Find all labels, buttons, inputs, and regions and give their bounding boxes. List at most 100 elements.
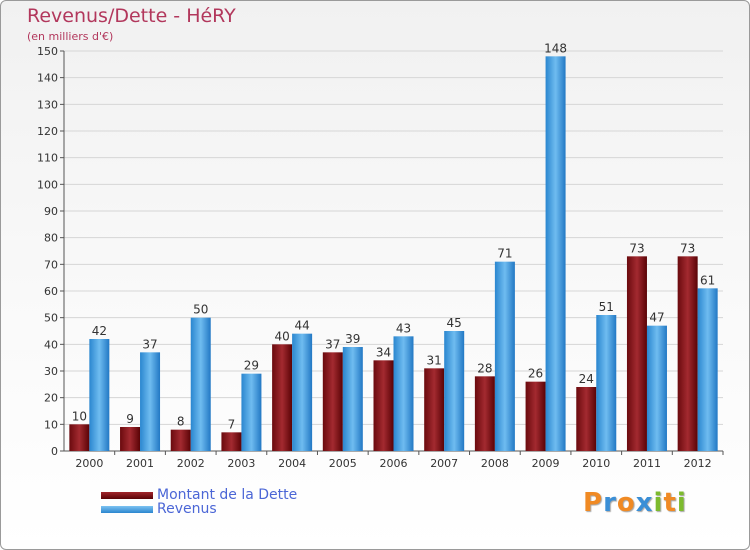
x-tick-label-2011: 2011 — [633, 457, 661, 470]
bar-revenus-2000 — [89, 339, 110, 451]
bar-dette-2008 — [474, 376, 495, 451]
value-label-dette-2007: 31 — [427, 353, 442, 367]
bar-revenus-2002 — [190, 317, 211, 451]
value-label-dette-2010: 24 — [579, 372, 594, 386]
y-tick-label-100: 100 — [37, 178, 58, 191]
bar-dette-2011 — [626, 256, 647, 451]
bar-revenus-2010 — [596, 315, 617, 451]
value-label-dette-2004: 40 — [274, 329, 289, 343]
x-tick-label-2002: 2002 — [177, 457, 205, 470]
legend-item-dette: Montant de la Dette — [101, 487, 298, 503]
x-tick-label-2000: 2000 — [75, 457, 103, 470]
bar-dette-2012 — [677, 256, 698, 451]
y-tick-label-40: 40 — [44, 338, 58, 351]
logo-letter: t — [663, 488, 677, 518]
y-tick-label-60: 60 — [44, 285, 58, 298]
value-label-revenus-2000: 42 — [92, 324, 107, 338]
logo-letter: P — [583, 488, 604, 518]
y-tick-label-50: 50 — [44, 312, 58, 325]
bar-dette-2009 — [525, 381, 546, 451]
y-tick-label-120: 120 — [37, 125, 58, 138]
logo-letter: o — [616, 488, 636, 518]
y-tick-label-0: 0 — [51, 445, 58, 458]
label-layer: 10 42 9 37 8 50 7 29 40 44 37 39 34 43 31 45 28 71 26 148 24… — [72, 41, 716, 431]
bar-revenus-2003 — [241, 373, 262, 451]
bar-revenus-2009 — [545, 56, 566, 451]
legend-swatch-dette — [101, 491, 153, 499]
y-tick-label-30: 30 — [44, 365, 58, 378]
bar-dette-2004 — [272, 344, 293, 451]
proxiti-logo: Proxiti — [583, 488, 687, 518]
bar-revenus-2012 — [697, 288, 718, 451]
bar-dette-2001 — [120, 427, 141, 451]
chart-title: Revenus/Dette - HéRY — [27, 5, 236, 27]
value-label-dette-2001: 9 — [126, 412, 134, 426]
value-label-revenus-2002: 50 — [193, 303, 208, 317]
value-label-dette-2009: 26 — [528, 367, 543, 381]
x-tick-label-2012: 2012 — [684, 457, 712, 470]
bar-dette-2010 — [576, 387, 597, 451]
y-tick-label-130: 130 — [37, 98, 58, 111]
value-label-revenus-2005: 39 — [345, 332, 360, 346]
x-tick-label-2004: 2004 — [278, 457, 306, 470]
x-tick-label-2006: 2006 — [380, 457, 408, 470]
bar-dette-2006 — [373, 360, 394, 451]
x-tick-label-2005: 2005 — [329, 457, 357, 470]
bar-revenus-2001 — [140, 352, 161, 451]
value-label-dette-2000: 10 — [72, 409, 87, 423]
bar-dette-2002 — [170, 429, 191, 451]
y-tick-label-70: 70 — [44, 258, 58, 271]
bar-revenus-2008 — [494, 261, 515, 451]
logo-letter: x — [635, 488, 654, 518]
x-tick-label-2008: 2008 — [481, 457, 509, 470]
value-label-revenus-2008: 71 — [497, 247, 512, 261]
y-tick-label-110: 110 — [37, 152, 58, 165]
y-tick-label-150: 150 — [37, 45, 58, 58]
legend-label-revenus: Revenus — [157, 501, 217, 517]
bar-dette-2003 — [221, 432, 242, 451]
y-tick-label-80: 80 — [44, 232, 58, 245]
value-label-revenus-2003: 29 — [244, 359, 259, 373]
legend-label-dette: Montant de la Dette — [157, 487, 298, 503]
bar-revenus-2007 — [444, 331, 465, 451]
bar-dette-2000 — [69, 424, 90, 451]
x-tick-label-2007: 2007 — [430, 457, 458, 470]
value-label-dette-2011: 73 — [629, 241, 644, 255]
bar-revenus-2006 — [393, 336, 414, 451]
logo-letter: r — [603, 488, 617, 518]
value-label-dette-2006: 34 — [376, 345, 391, 359]
bar-dette-2007 — [424, 368, 445, 451]
y-tick-label-140: 140 — [37, 72, 58, 85]
value-label-dette-2008: 28 — [477, 361, 492, 375]
x-tick-label-2003: 2003 — [227, 457, 255, 470]
value-label-revenus-2006: 43 — [396, 321, 411, 335]
value-label-dette-2003: 7 — [228, 417, 236, 431]
bar-revenus-2005 — [342, 347, 363, 451]
x-tick-label-2001: 2001 — [126, 457, 154, 470]
legend-swatch-revenus — [101, 505, 153, 513]
y-tick-label-10: 10 — [44, 418, 58, 431]
value-label-revenus-2010: 51 — [599, 300, 614, 314]
bar-revenus-2011 — [646, 325, 667, 451]
chart-subtitle: (en milliers d'€) — [27, 30, 114, 43]
value-label-revenus-2009: 148 — [544, 41, 567, 55]
y-tick-label-90: 90 — [44, 205, 58, 218]
bar-layer — [69, 56, 718, 451]
logo-letter: i — [653, 488, 664, 518]
value-label-revenus-2004: 44 — [294, 319, 309, 333]
value-label-revenus-2007: 45 — [447, 316, 462, 330]
y-tick-label-20: 20 — [44, 392, 58, 405]
x-tick-label-2010: 2010 — [582, 457, 610, 470]
logo-letter: i — [676, 488, 687, 518]
value-label-dette-2012: 73 — [680, 241, 695, 255]
value-label-dette-2005: 37 — [325, 337, 340, 351]
bar-revenus-2004 — [292, 333, 313, 451]
value-label-revenus-2012: 61 — [700, 273, 715, 287]
x-tick-label-2009: 2009 — [532, 457, 560, 470]
legend-item-revenus: Revenus — [101, 501, 217, 517]
value-label-revenus-2001: 37 — [142, 337, 157, 351]
value-label-revenus-2011: 47 — [649, 311, 664, 325]
bar-dette-2005 — [322, 352, 343, 451]
